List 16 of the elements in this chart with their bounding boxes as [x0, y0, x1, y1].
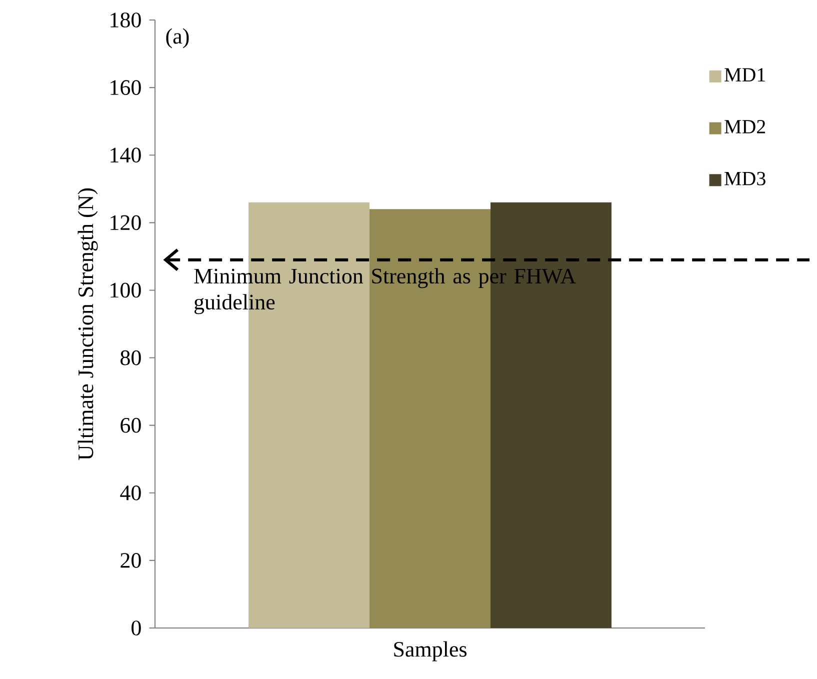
- y-tick-label: 80: [120, 350, 141, 366]
- legend-label: MD1: [724, 68, 765, 82]
- annotation: (a): [166, 28, 189, 48]
- y-axis-title: Ultimate Junction Strength (N): [78, 188, 98, 460]
- legend-label: MD2: [724, 120, 766, 134]
- y-tick-label: 60: [120, 418, 141, 433]
- y-tick-label: 180: [110, 12, 141, 28]
- y-tick-label: 40: [120, 485, 141, 500]
- y-tick-label: 160: [110, 80, 141, 95]
- y-tick-label: 100: [110, 282, 141, 298]
- y-tick-label: 140: [110, 148, 141, 163]
- legend-label: MD3: [724, 172, 766, 186]
- y-tick-label: 0: [132, 620, 141, 636]
- x-axis-title: Samples: [394, 641, 466, 662]
- y-tick-label: 120: [110, 215, 141, 230]
- y-tick-label: 20: [120, 553, 141, 568]
